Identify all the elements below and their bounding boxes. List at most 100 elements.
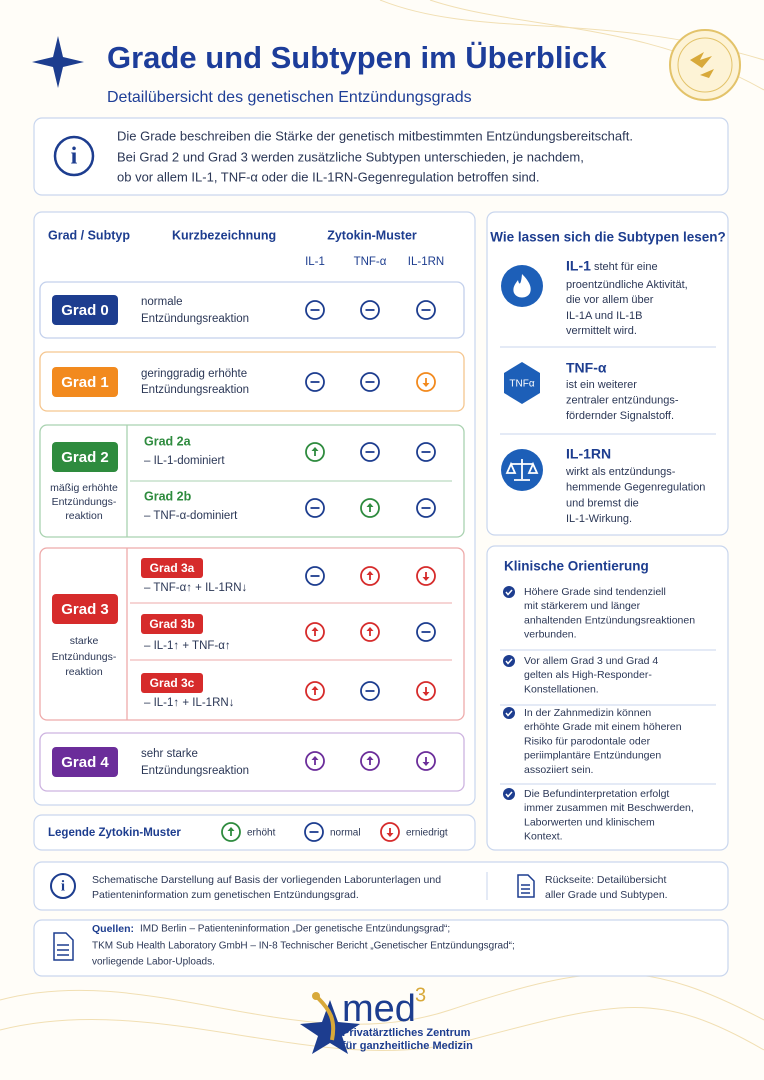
clinical-line: gelten als High-Responder-: [524, 669, 652, 681]
marker-arrow-head: [311, 627, 319, 631]
grade-description: normale: [141, 296, 183, 308]
legend-item: erhöht: [247, 828, 276, 839]
marker-arrow-head: [422, 383, 430, 387]
star-icon: [32, 36, 84, 88]
sources-box: [33, 919, 729, 977]
grade-badge: [52, 367, 118, 397]
column-header: Grad / Subtyp: [48, 228, 130, 242]
logo-figure: [300, 992, 360, 1054]
cytokine-header: TNF-α: [354, 256, 387, 268]
doc-icon: [517, 874, 535, 898]
subtype-badge: [141, 558, 203, 578]
clinical-line: Vor allem Grad 3 und Grad 4: [524, 655, 658, 667]
clinical-line: Risiko für parodontale oder: [524, 735, 651, 747]
marker-arrow-head: [422, 762, 430, 766]
subtitle: Detailübersicht des genetischen Entzündu…: [107, 89, 472, 106]
subtype-name: Grad 3c: [150, 676, 195, 690]
check-icon: [503, 586, 515, 598]
clinical-line: anhaltenden Entzündungsreaktionen: [524, 614, 695, 626]
logo-name: med: [342, 988, 416, 1030]
title: Grade und Subtypen im Überblick: [107, 40, 607, 75]
grade-note: starke: [70, 635, 99, 647]
reading-line: wirkt als entzündungs-: [565, 466, 676, 478]
check-mark: [505, 658, 513, 665]
source-line: TKM Sub Health Laboratory GmbH – IN-8 Te…: [92, 941, 515, 952]
clinical-line: Konstellationen.: [524, 683, 599, 695]
check-icon: [503, 707, 515, 719]
grade-badge: [52, 594, 118, 624]
marker-arrow-head: [422, 692, 430, 696]
reading-box: [486, 211, 729, 536]
cytokine-header: IL-1: [305, 256, 325, 268]
svg-text:i: i: [71, 144, 78, 170]
check-mark: [505, 710, 513, 717]
footer-box: [33, 861, 729, 911]
cytokine-header: IL-1RN: [408, 256, 444, 268]
clinical-line: assoziiert sein.: [524, 764, 593, 776]
marker-arrow-head: [366, 627, 374, 631]
cytokine-marker: [360, 442, 380, 462]
grade-box: [39, 281, 465, 339]
grade-badge: [52, 442, 118, 472]
marker-arrow-head: [311, 447, 319, 451]
decor-waves: [0, 0, 764, 1051]
seal-icon: [669, 29, 741, 101]
subtype-description: – TNF-α-dominiert: [144, 510, 238, 522]
clinical-line: mit stärkerem und länger: [524, 600, 641, 612]
info-icon: i: [53, 135, 95, 177]
clinical-line: immer zusammen mit Beschwerden,: [524, 802, 694, 814]
footer-note: Patienteninformation zum genetischen Ent…: [92, 889, 359, 901]
reading-line: IL-1A und IL-1B: [566, 310, 642, 322]
marker-arrow-head: [366, 571, 374, 575]
reading-line: steht für eine: [594, 261, 658, 273]
reading-term: IL-1RN: [566, 446, 611, 462]
grade-badge: [52, 295, 118, 325]
marker-arrow-head: [366, 756, 374, 760]
cytokine-marker: [305, 751, 325, 771]
logo-tagline: für ganzheitliche Medizin: [342, 1040, 473, 1052]
cytokine-marker: [305, 442, 325, 462]
intro-line: ob vor allem IL-1, TNF-α oder die IL-1RN…: [117, 169, 540, 184]
marker-arrow-head: [386, 833, 394, 837]
reading-term: IL-1: [566, 258, 591, 274]
cytokine-marker: [416, 498, 436, 518]
cytokine-marker: [380, 822, 400, 842]
source-line: IMD Berlin – Patienteninformation „Der g…: [140, 924, 450, 935]
cytokine-marker: [305, 566, 325, 586]
reading-line: ist ein weiterer: [566, 379, 637, 391]
cytokine-marker: [416, 300, 436, 320]
clinical-line: Die Befundinterpretation erfolgt: [524, 788, 669, 800]
flame: [513, 274, 531, 298]
clinical-line: verbunden.: [524, 629, 577, 641]
source-line: vorliegende Labor-Uploads.: [92, 957, 215, 968]
subtype-name: Grad 3b: [149, 617, 194, 631]
intro-line: Die Grade beschreiben die Stärke der gen…: [117, 128, 633, 143]
subtype-description: – IL-1-dominiert: [144, 455, 225, 467]
logo-tagline: Privatärztliches Zentrum: [342, 1027, 471, 1039]
cytokine-marker: [416, 622, 436, 642]
clinical-line: erhöhte Grade mit einem höheren: [524, 721, 682, 733]
reading-line: zentraler entzündungs-: [566, 394, 679, 406]
marker-arrow-head: [422, 577, 430, 581]
grade-badge-label: Grad 0: [61, 302, 109, 319]
cytokine-marker: [305, 622, 325, 642]
cytokine-marker: [360, 566, 380, 586]
cytokine-marker: [360, 300, 380, 320]
reading-line: und bremst die: [566, 497, 639, 509]
cytokine-marker: [221, 822, 241, 842]
clinical-title: Klinische Orientierung: [504, 559, 649, 574]
subtype-name: Grad 2a: [144, 434, 192, 448]
footer-back: aller Grade und Subtypen.: [545, 889, 668, 901]
reading-icon: [504, 362, 540, 404]
check-mark: [505, 589, 513, 596]
grade-badge-label: Grad 3: [61, 601, 109, 618]
cytokine-marker: [305, 681, 325, 701]
subtype-badge: [141, 673, 203, 693]
grade-badge: [52, 747, 118, 777]
clinical-line: In der Zahnmedizin können: [524, 707, 651, 719]
grade-box: [39, 547, 465, 721]
cytokine-marker: [416, 372, 436, 392]
cytokine-marker: [305, 498, 325, 518]
cytokine-marker: [360, 498, 380, 518]
